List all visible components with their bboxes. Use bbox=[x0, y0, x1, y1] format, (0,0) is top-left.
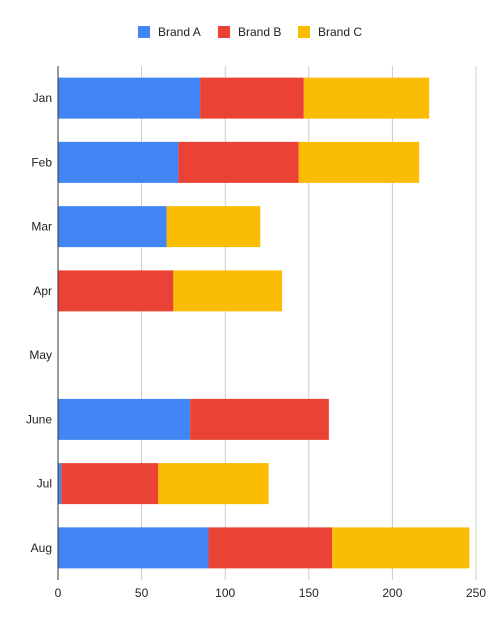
legend: Brand A Brand B Brand C bbox=[138, 25, 362, 39]
bar-brand-b-jul[interactable] bbox=[61, 463, 159, 505]
category-label: Jul bbox=[37, 477, 52, 491]
x-tick-label: 150 bbox=[299, 586, 319, 600]
bar-brand-c-mar[interactable] bbox=[166, 206, 261, 248]
value-axis-labels: 0 50 100 150 200 250 bbox=[55, 586, 487, 600]
legend-label: Brand B bbox=[238, 25, 281, 39]
bar-brand-a-aug[interactable] bbox=[58, 527, 209, 569]
bar-brand-a-feb[interactable] bbox=[58, 141, 179, 183]
legend-swatch-brand-c bbox=[298, 26, 310, 38]
bar-brand-c-jul[interactable] bbox=[158, 463, 269, 505]
legend-label: Brand A bbox=[158, 25, 201, 39]
x-tick-label: 200 bbox=[382, 586, 402, 600]
category-label: Jan bbox=[33, 91, 52, 105]
category-label: Mar bbox=[31, 220, 52, 234]
category-labels: Jan Feb Mar Apr May June Jul Aug bbox=[26, 91, 52, 555]
x-tick-label: 250 bbox=[466, 586, 486, 600]
category-label: Feb bbox=[31, 155, 52, 169]
bar-brand-b-apr[interactable] bbox=[58, 270, 174, 312]
bars bbox=[58, 77, 470, 569]
bar-brand-c-apr[interactable] bbox=[173, 270, 283, 312]
bar-brand-a-jan[interactable] bbox=[58, 77, 201, 119]
bar-brand-a-june[interactable] bbox=[58, 398, 191, 440]
category-label: June bbox=[26, 412, 52, 426]
legend-swatch-brand-a bbox=[138, 26, 150, 38]
bar-brand-b-aug[interactable] bbox=[208, 527, 333, 569]
x-tick-label: 100 bbox=[215, 586, 235, 600]
bar-brand-a-mar[interactable] bbox=[58, 206, 167, 248]
bar-brand-a-jul[interactable] bbox=[58, 463, 62, 505]
bar-brand-b-june[interactable] bbox=[190, 398, 329, 440]
bar-brand-c-aug[interactable] bbox=[332, 527, 470, 569]
legend-swatch-brand-b bbox=[218, 26, 230, 38]
category-label: Apr bbox=[33, 284, 52, 298]
category-label: Aug bbox=[31, 541, 52, 555]
category-label: May bbox=[29, 348, 52, 362]
bar-brand-c-jan[interactable] bbox=[303, 77, 430, 119]
bar-brand-c-feb[interactable] bbox=[298, 141, 420, 183]
x-tick-label: 50 bbox=[135, 586, 149, 600]
x-tick-label: 0 bbox=[55, 586, 62, 600]
bar-brand-b-feb[interactable] bbox=[178, 141, 299, 183]
bar-brand-b-jan[interactable] bbox=[200, 77, 304, 119]
legend-label: Brand C bbox=[318, 25, 362, 39]
